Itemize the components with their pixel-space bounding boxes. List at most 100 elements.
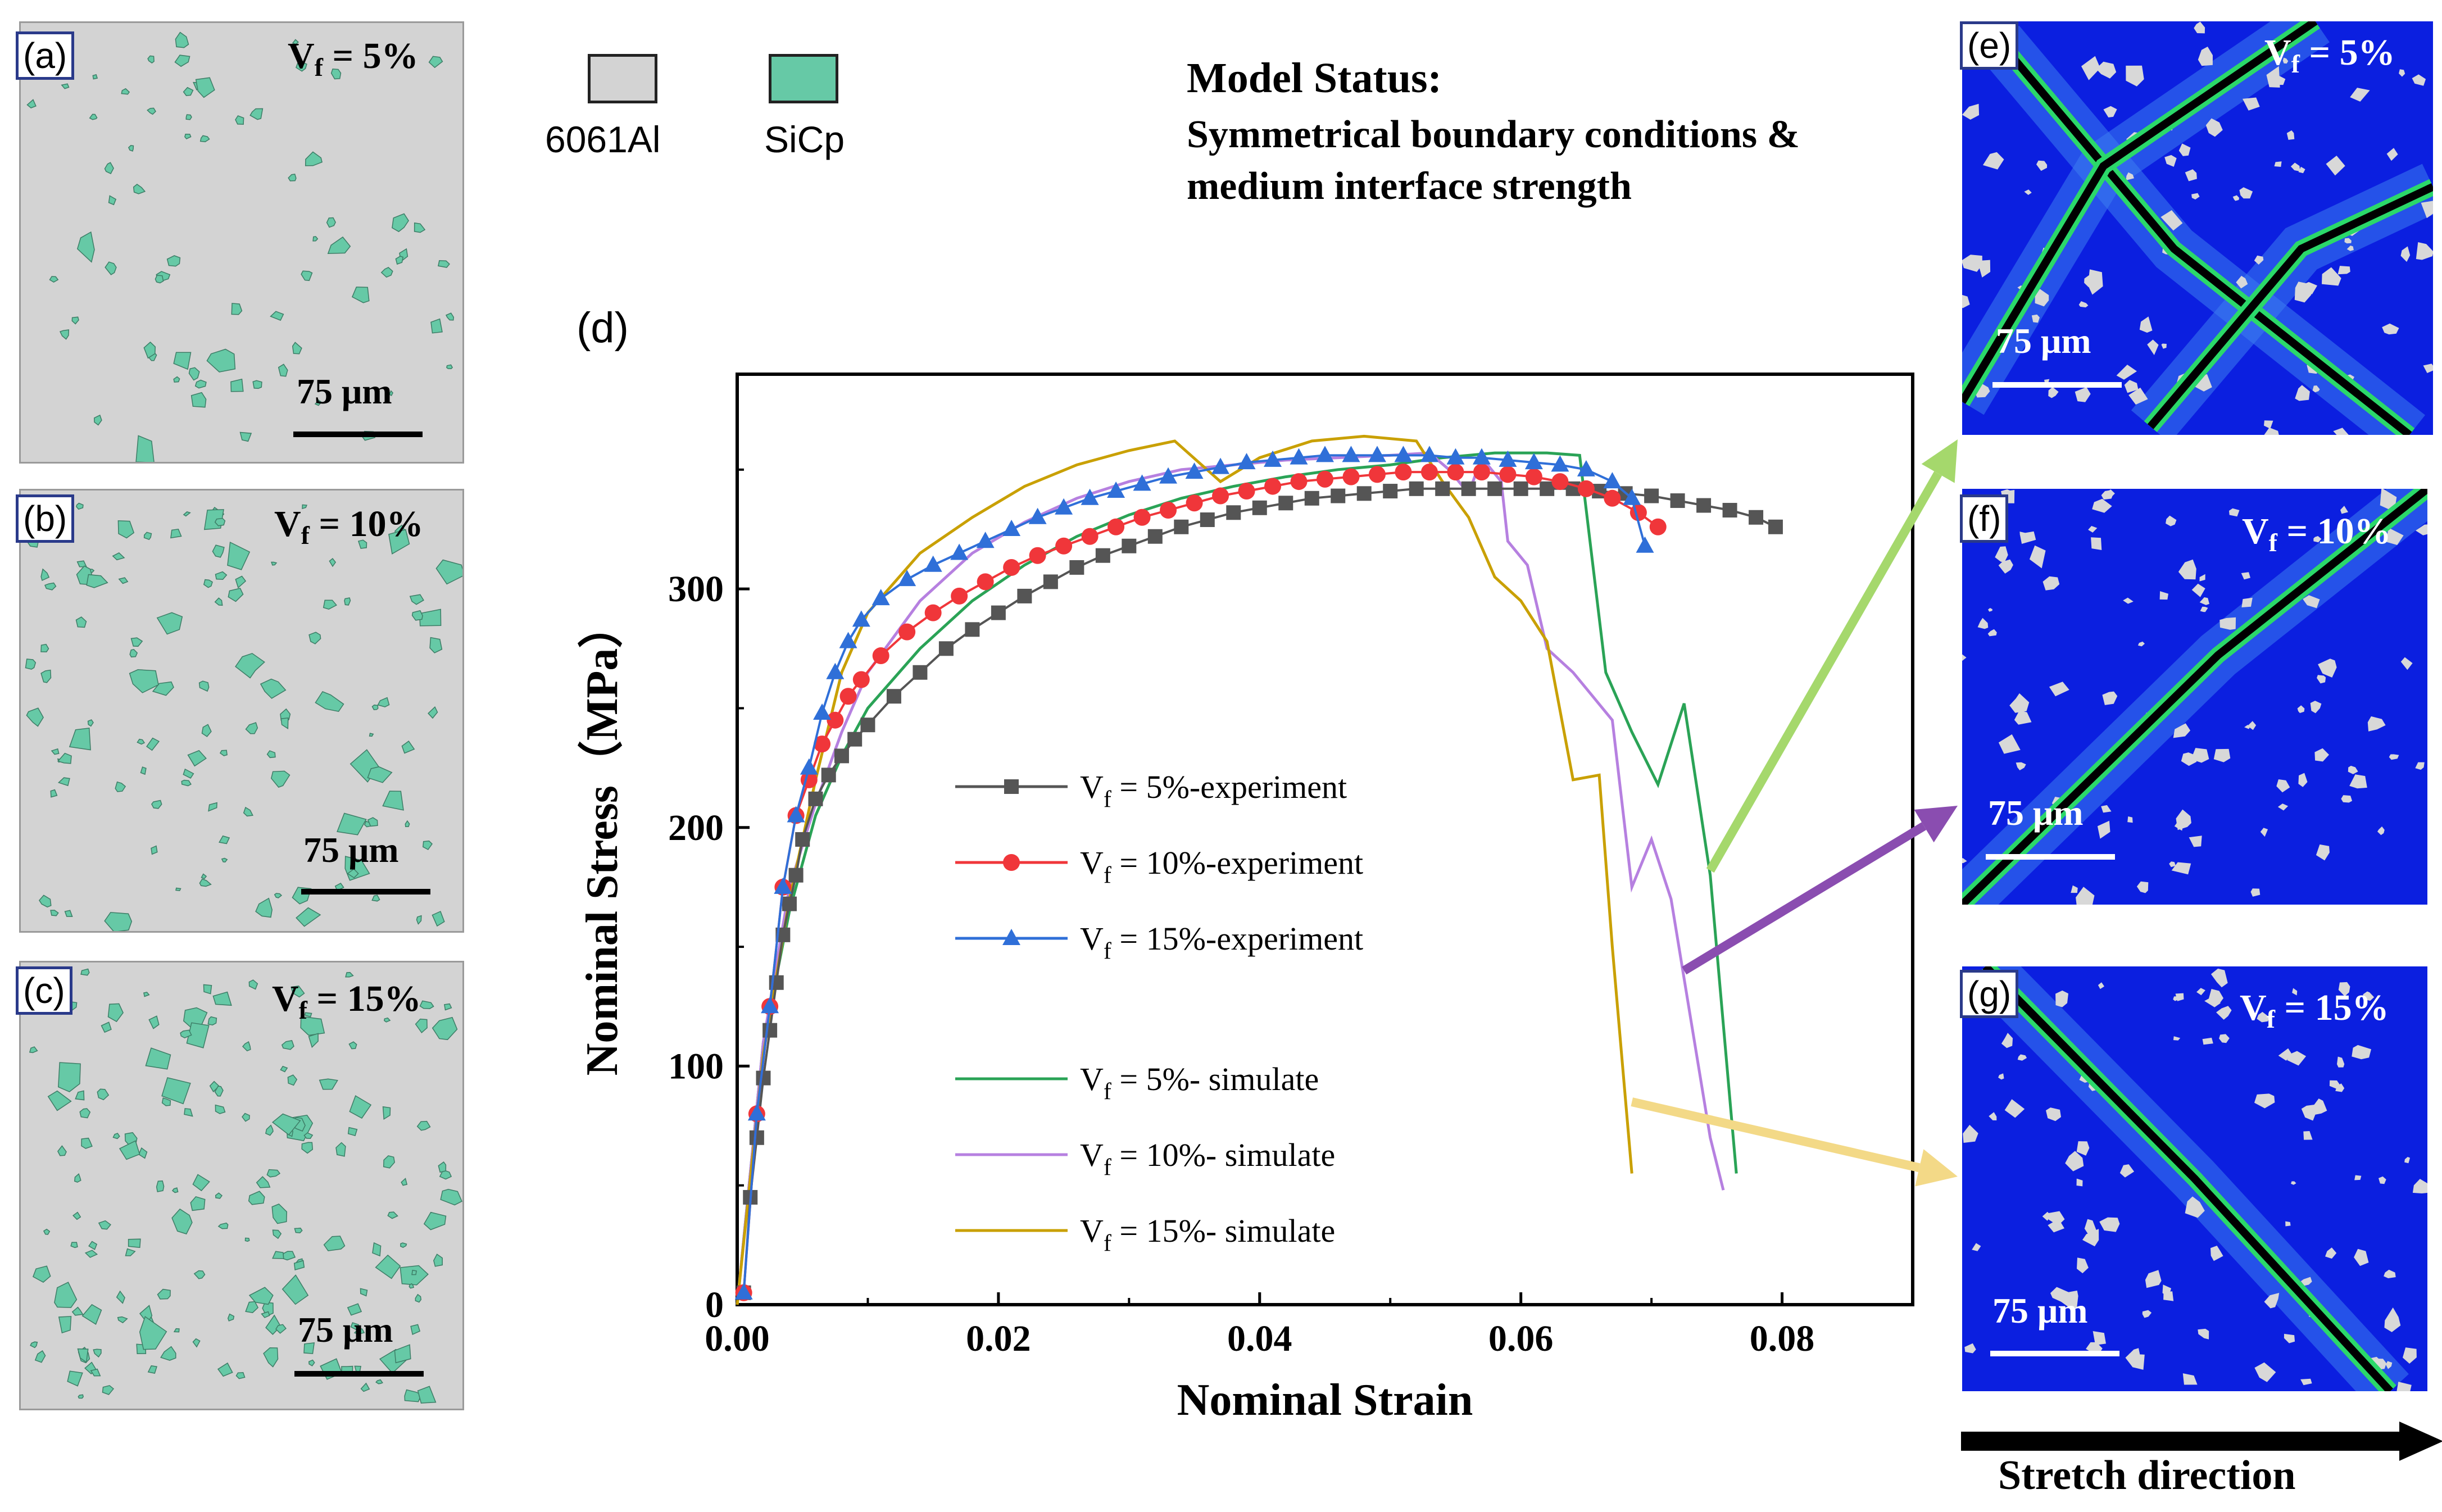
particle: [2386, 148, 2398, 161]
crack-path: [1962, 489, 2427, 905]
particle: [2024, 189, 2032, 195]
sic-particle: [112, 1133, 120, 1139]
particle: [1977, 617, 1989, 629]
particle: [2412, 1179, 2427, 1193]
sic-particle: [98, 1220, 111, 1230]
sic-particle: [70, 1242, 78, 1248]
scale-label-e: 75 μm: [1996, 321, 2091, 361]
particle: [2236, 275, 2248, 289]
sic-particle: [129, 669, 159, 693]
data-point: [1238, 483, 1255, 500]
sic-particle: [323, 1236, 346, 1251]
sic-particle: [81, 1137, 93, 1149]
data-point: [788, 868, 804, 883]
sic-particle: [227, 1313, 235, 1322]
data-point: [852, 610, 870, 627]
sic-particle: [143, 532, 152, 541]
particle: [2185, 1196, 2205, 1218]
sic-particle: [410, 1324, 421, 1335]
particle: [2042, 576, 2060, 591]
sic-particle: [377, 697, 390, 707]
data-point: [1316, 446, 1334, 462]
particle: [2147, 339, 2159, 355]
sic-particle: [272, 1229, 282, 1239]
data-point: [1226, 505, 1241, 520]
particle: [2191, 583, 2205, 597]
arrow-shaft: [1631, 1097, 1921, 1173]
x-tick-label: 0.00: [705, 1318, 770, 1359]
sic-particle: [118, 577, 129, 584]
sic-particle: [221, 857, 228, 862]
panel-tag-b: (b): [16, 494, 75, 543]
particle: [2124, 380, 2139, 393]
sic-particle: [40, 643, 49, 652]
particle: [2071, 885, 2078, 893]
particle: [2264, 427, 2279, 435]
plot-frame: [736, 373, 1914, 1306]
data-point: [991, 605, 1006, 620]
particle: [2379, 1176, 2386, 1184]
sic-particle: [215, 1104, 226, 1114]
data-point: [1394, 446, 1413, 462]
particle: [2081, 56, 2100, 80]
sic-particle: [417, 1386, 437, 1404]
particle: [1972, 1243, 1981, 1251]
damage-contour-f: [1962, 489, 2427, 905]
sic-particle: [235, 115, 244, 125]
sic-particle: [201, 873, 207, 879]
data-point: [1499, 450, 1517, 467]
sic-particle: [423, 1211, 447, 1231]
data-point: [1002, 520, 1021, 536]
sic-particle: [79, 1108, 91, 1119]
particle: [2126, 172, 2134, 180]
scale-bar-e: [1992, 382, 2122, 388]
sic-particle: [217, 1222, 229, 1229]
sic-particle: [308, 1033, 319, 1048]
particle: [2340, 506, 2348, 514]
data-point: [1211, 457, 1230, 474]
particle: [2136, 881, 2149, 893]
sic-particle: [296, 907, 321, 927]
particle: [2314, 748, 2329, 762]
sic-particle: [156, 1180, 165, 1192]
sic-particle: [315, 691, 344, 712]
sic-particle: [435, 559, 462, 585]
particle: [2178, 143, 2191, 156]
x-tick-label: 0.08: [1750, 1318, 1815, 1359]
sic-particle: [90, 1368, 101, 1377]
legend-entry-3: Vf = 15%-experiment: [955, 920, 1363, 964]
series-2: [735, 464, 1667, 1301]
particle: [1963, 1124, 1978, 1143]
data-point: [1200, 512, 1215, 528]
data-point: [1722, 503, 1737, 518]
particle: [2194, 21, 2205, 34]
sic-particle: [423, 840, 433, 850]
data-point: [734, 1283, 753, 1300]
series-line: [742, 487, 1776, 1293]
particle: [2046, 1107, 2061, 1121]
sic-particle: [203, 984, 212, 995]
legend-label: Vf = 5%-experiment: [1080, 769, 1347, 812]
particle: [2097, 820, 2110, 839]
panel-tag-a: (a): [16, 31, 75, 80]
particle: [2354, 1248, 2369, 1266]
data-point: [1551, 455, 1569, 472]
data-point: [1055, 498, 1073, 515]
sic-particle: [129, 648, 138, 658]
vf-label-e: Vf = 5%: [2264, 32, 2395, 79]
sic-particle: [71, 1306, 84, 1316]
particle: [2016, 762, 2026, 770]
sic-particle: [304, 1012, 312, 1018]
model-status-title: Model Status:: [1187, 55, 1442, 102]
sic-particle: [92, 74, 98, 80]
sic-particle: [80, 968, 90, 976]
sic-particle: [440, 1188, 462, 1206]
particle: [2116, 365, 2137, 380]
sic-particle: [121, 88, 130, 95]
sic-particle: [58, 1062, 81, 1092]
sic-particle: [245, 722, 258, 734]
data-point: [834, 748, 849, 764]
data-point: [1212, 487, 1229, 505]
annotation-arrow-1: [1706, 439, 1958, 873]
sic-particle: [76, 502, 84, 510]
